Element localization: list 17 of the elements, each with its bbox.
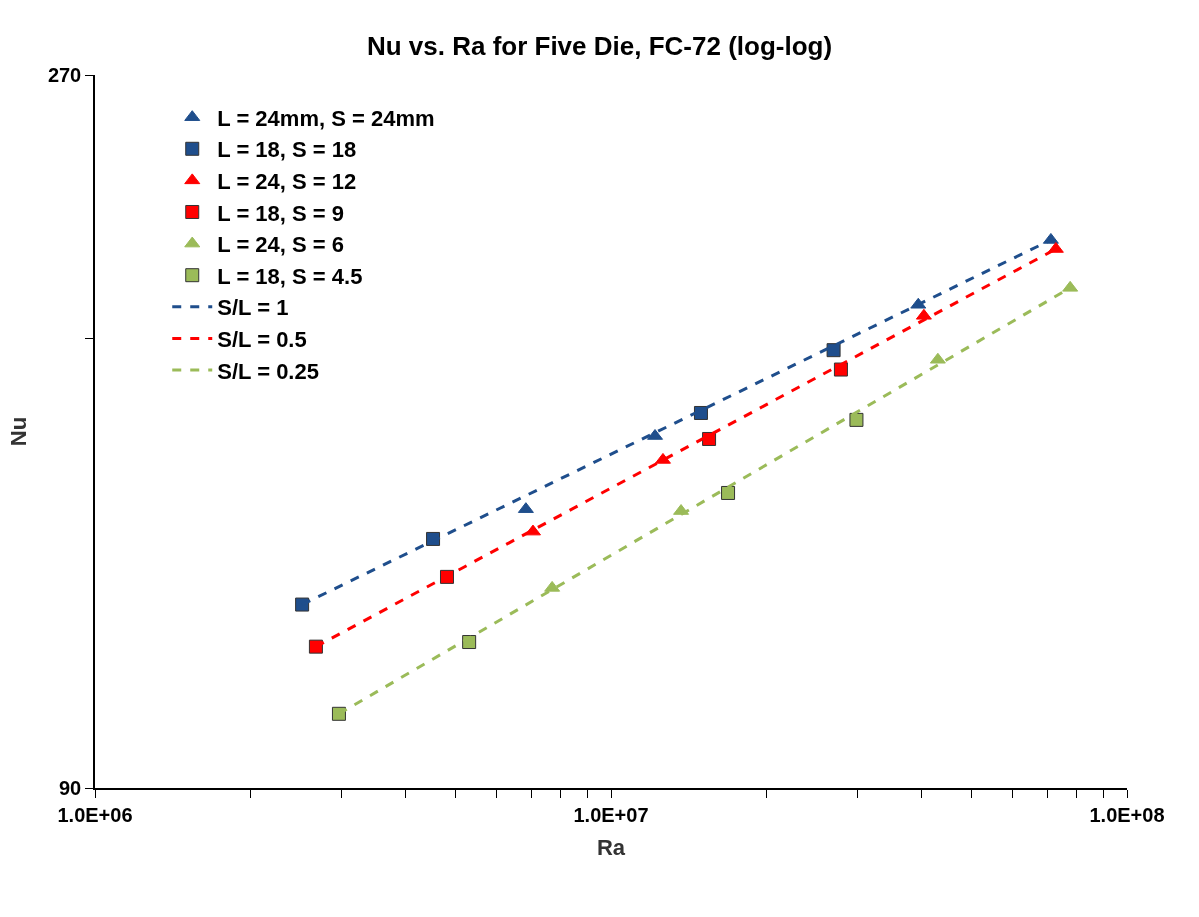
legend-label: L = 18, S = 9 [217,200,345,226]
legend-label: S/L = 0.25 [217,358,319,384]
y-tick-label: 90 [59,777,82,799]
chart-title: Nu vs. Ra for Five Die, FC-72 (log-log) [366,30,833,61]
x-axis-title: Ra [596,835,626,861]
legend-label: L = 18, S = 4.5 [217,263,363,289]
legend-label: S/L = 1 [217,295,289,321]
x-tick-label: 1.0E+06 [57,803,133,826]
legend-label: L = 24mm, S = 24mm [217,105,435,131]
y-tick-label: 270 [47,64,82,86]
legend-label: L = 18, S = 18 [217,137,357,163]
legend-label: L = 24, S = 12 [217,168,357,194]
y-axis-title: Nu [6,416,32,447]
legend-label: S/L = 0.5 [217,326,307,352]
x-tick-label: 1.0E+07 [573,803,649,826]
legend-label: L = 24, S = 6 [217,232,345,258]
x-tick-label: 1.0E+08 [1089,803,1165,826]
